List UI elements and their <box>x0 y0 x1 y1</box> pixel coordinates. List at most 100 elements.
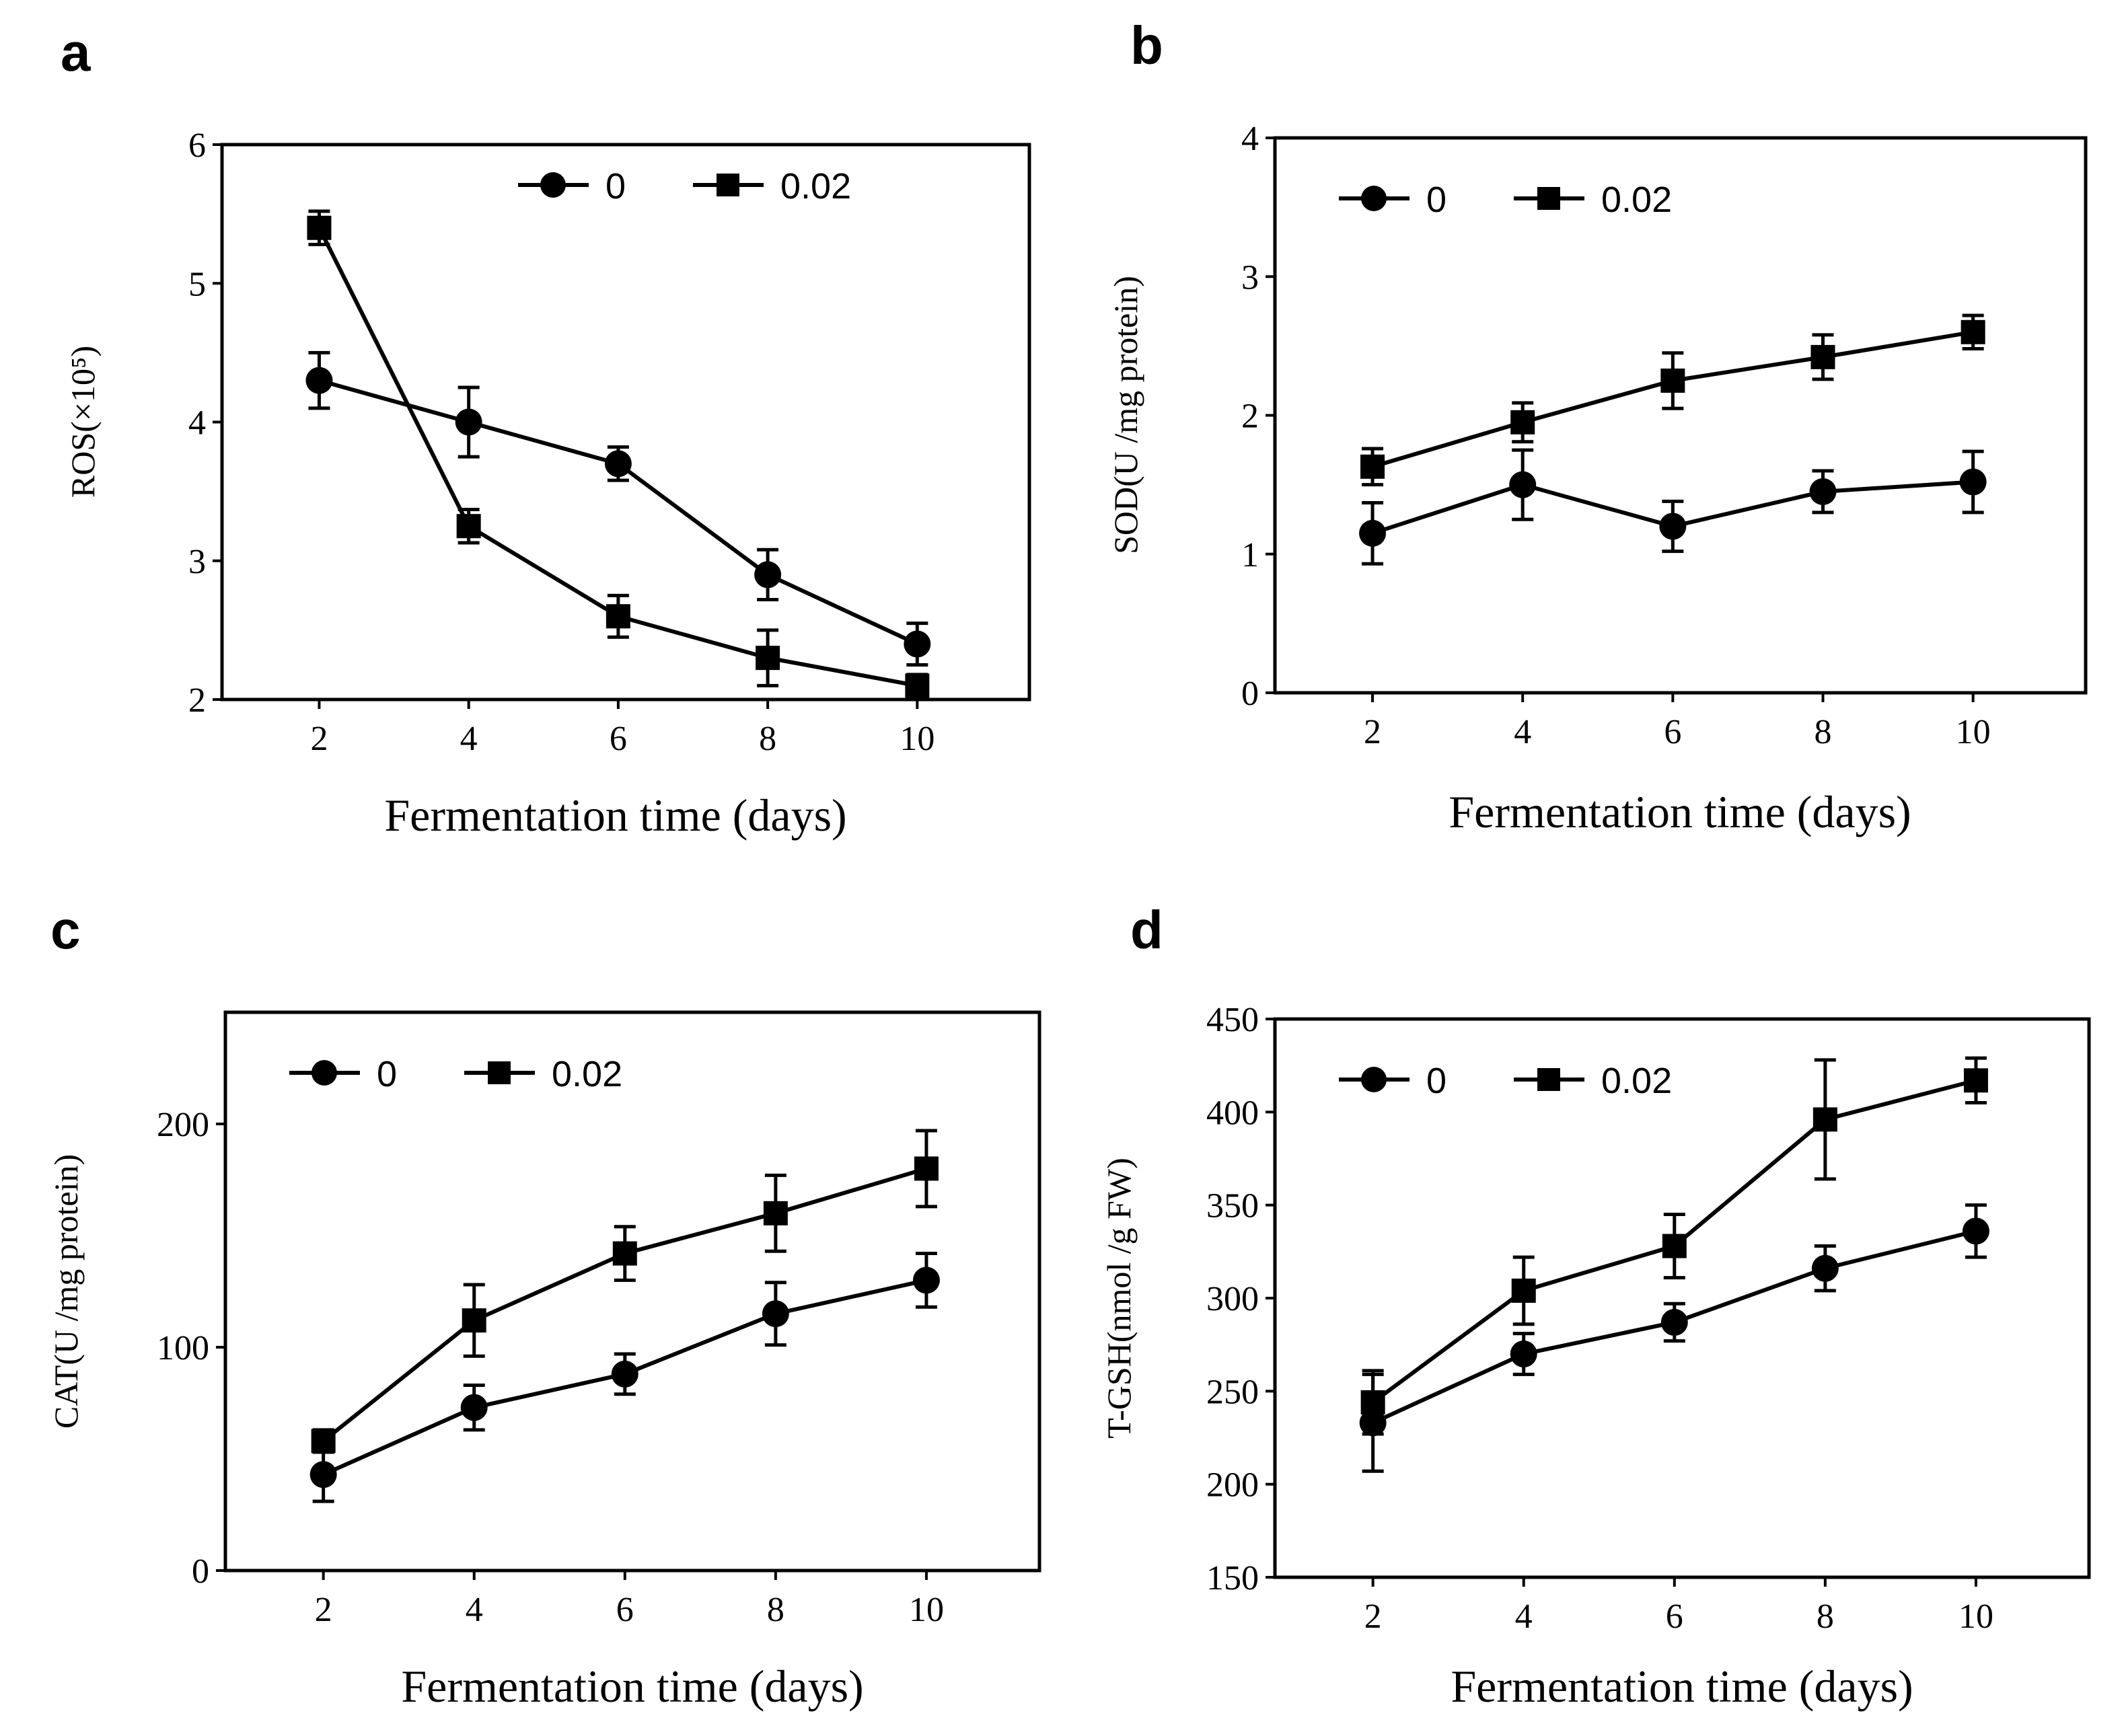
x-tick-label: 10 <box>1958 1597 1993 1636</box>
y-tick-label: 150 <box>1206 1559 1259 1597</box>
marks-layer: 2 4 6 8 10 2 3 4 5 6 0 0.02 <box>188 126 935 758</box>
y-tick-label: 100 <box>157 1329 209 1367</box>
y-tick-label: 400 <box>1206 1094 1259 1132</box>
y-tick-label: 350 <box>1206 1187 1259 1225</box>
x-tick-label: 8 <box>1814 713 1831 751</box>
data-point <box>305 367 333 394</box>
x-tick-label: 2 <box>315 1591 332 1629</box>
data-point <box>1962 1217 1989 1245</box>
y-tick-label: 3 <box>1241 258 1259 297</box>
x-tick-label: 8 <box>759 720 776 758</box>
y-axis-title: SOD(U /mg protein) <box>1107 276 1144 554</box>
data-point <box>1360 1390 1385 1414</box>
y-tick-label: 450 <box>1206 1001 1259 1039</box>
x-tick-label: 8 <box>767 1591 784 1629</box>
x-axis-title: Fermentation time (days) <box>1449 786 1911 837</box>
x-tick-label: 6 <box>1664 713 1681 751</box>
data-point <box>1660 368 1685 393</box>
y-tick-label: 3 <box>188 543 206 581</box>
panel-letter: b <box>1130 15 1163 75</box>
data-point <box>612 1241 637 1266</box>
x-tick-label: 10 <box>909 1591 944 1629</box>
y-tick-label: 6 <box>188 126 206 165</box>
marks-layer: 2 4 6 8 10 150 200 250 300 350 400 450 0 0.02 <box>1206 1001 1993 1636</box>
data-point <box>1659 513 1687 540</box>
data-point <box>1509 471 1537 498</box>
data-point <box>1510 1341 1537 1367</box>
data-point <box>611 1360 638 1388</box>
panel-c: c CAT(U /mg protein) Fermentation time (… <box>47 900 1041 1712</box>
y-tick-label: 200 <box>157 1106 209 1144</box>
legend-marker <box>717 174 739 196</box>
legend-label: 0.02 <box>1601 1061 1672 1101</box>
data-point <box>914 1156 939 1181</box>
panel-b: b SOD(U /mg protein) Fermentation time (… <box>1107 15 2088 837</box>
marks-layer: 2 4 6 8 10 0 1 2 3 4 0 0.02 <box>1241 120 1991 751</box>
y-tick-label: 4 <box>1241 120 1259 158</box>
plot-frame <box>1273 136 2088 695</box>
y-tick-label: 1 <box>1241 536 1259 574</box>
data-point <box>1963 1068 1988 1093</box>
y-tick-label: 2 <box>188 681 206 720</box>
x-axis-title: Fermentation time (days) <box>401 1661 863 1712</box>
x-tick-label: 6 <box>1666 1597 1683 1636</box>
legend-marker <box>1361 186 1387 211</box>
data-point <box>1812 1107 1837 1132</box>
data-point <box>606 604 630 629</box>
x-tick-label: 2 <box>1364 1597 1382 1636</box>
legend-marker <box>488 1061 511 1084</box>
legend-label: 0.02 <box>780 166 851 206</box>
x-tick-label: 6 <box>616 1591 634 1629</box>
x-tick-label: 2 <box>1364 713 1381 751</box>
data-point <box>1359 519 1387 547</box>
x-tick-label: 10 <box>1956 713 1991 751</box>
legend-marker <box>1537 1068 1560 1091</box>
x-tick-label: 4 <box>1514 713 1531 751</box>
x-tick-label: 4 <box>466 1591 483 1629</box>
legend-marker <box>540 172 566 198</box>
data-point <box>1660 1308 1688 1336</box>
y-tick-label: 2 <box>1241 398 1259 436</box>
data-point <box>455 408 482 436</box>
legend-marker <box>1361 1067 1387 1092</box>
x-axis-title: Fermentation time (days) <box>1451 1661 1913 1712</box>
legend-label: 0.02 <box>1601 180 1672 220</box>
panel-letter: c <box>50 900 81 960</box>
y-axis-title: CAT(U /mg protein) <box>47 1154 85 1429</box>
data-point <box>307 215 332 240</box>
x-tick-label: 10 <box>900 720 935 758</box>
data-point <box>604 450 632 478</box>
data-point <box>1811 1254 1839 1282</box>
data-point <box>756 646 780 671</box>
data-point <box>904 630 931 658</box>
legend-label: 0 <box>377 1054 397 1094</box>
y-tick-label: 0 <box>1241 675 1259 713</box>
plot-frame <box>223 1010 1041 1573</box>
y-tick-label: 200 <box>1206 1466 1259 1505</box>
data-point <box>1662 1234 1687 1258</box>
data-point <box>1810 344 1835 369</box>
legend-label: 0.02 <box>552 1054 622 1094</box>
data-point <box>754 561 782 589</box>
data-point <box>905 673 930 698</box>
data-point <box>1959 468 1987 496</box>
y-tick-label: 5 <box>188 265 206 303</box>
data-point <box>309 1461 337 1488</box>
data-point <box>1510 410 1535 435</box>
panel-a: a ROS(×10⁵) Fermentation time (days) 2 4 6… <box>61 22 1031 841</box>
y-axis-title: ROS(×10⁵) <box>64 346 102 498</box>
y-axis-title: T-GSH(nmol /g FW) <box>1100 1158 1138 1439</box>
data-point <box>912 1267 940 1294</box>
panel-d: d T-GSH(nmol /g FW) Fermentation time (d… <box>1100 900 2091 1712</box>
x-axis-title: Fermentation time (days) <box>384 790 846 841</box>
y-tick-label: 0 <box>192 1552 209 1591</box>
y-tick-label: 300 <box>1206 1280 1259 1318</box>
x-tick-label: 4 <box>1515 1597 1533 1636</box>
legend-label: 0 <box>606 166 626 206</box>
data-point <box>456 514 481 539</box>
x-tick-label: 2 <box>310 720 328 758</box>
series-line-0.02 <box>322 1166 927 1443</box>
data-point <box>762 1300 789 1328</box>
